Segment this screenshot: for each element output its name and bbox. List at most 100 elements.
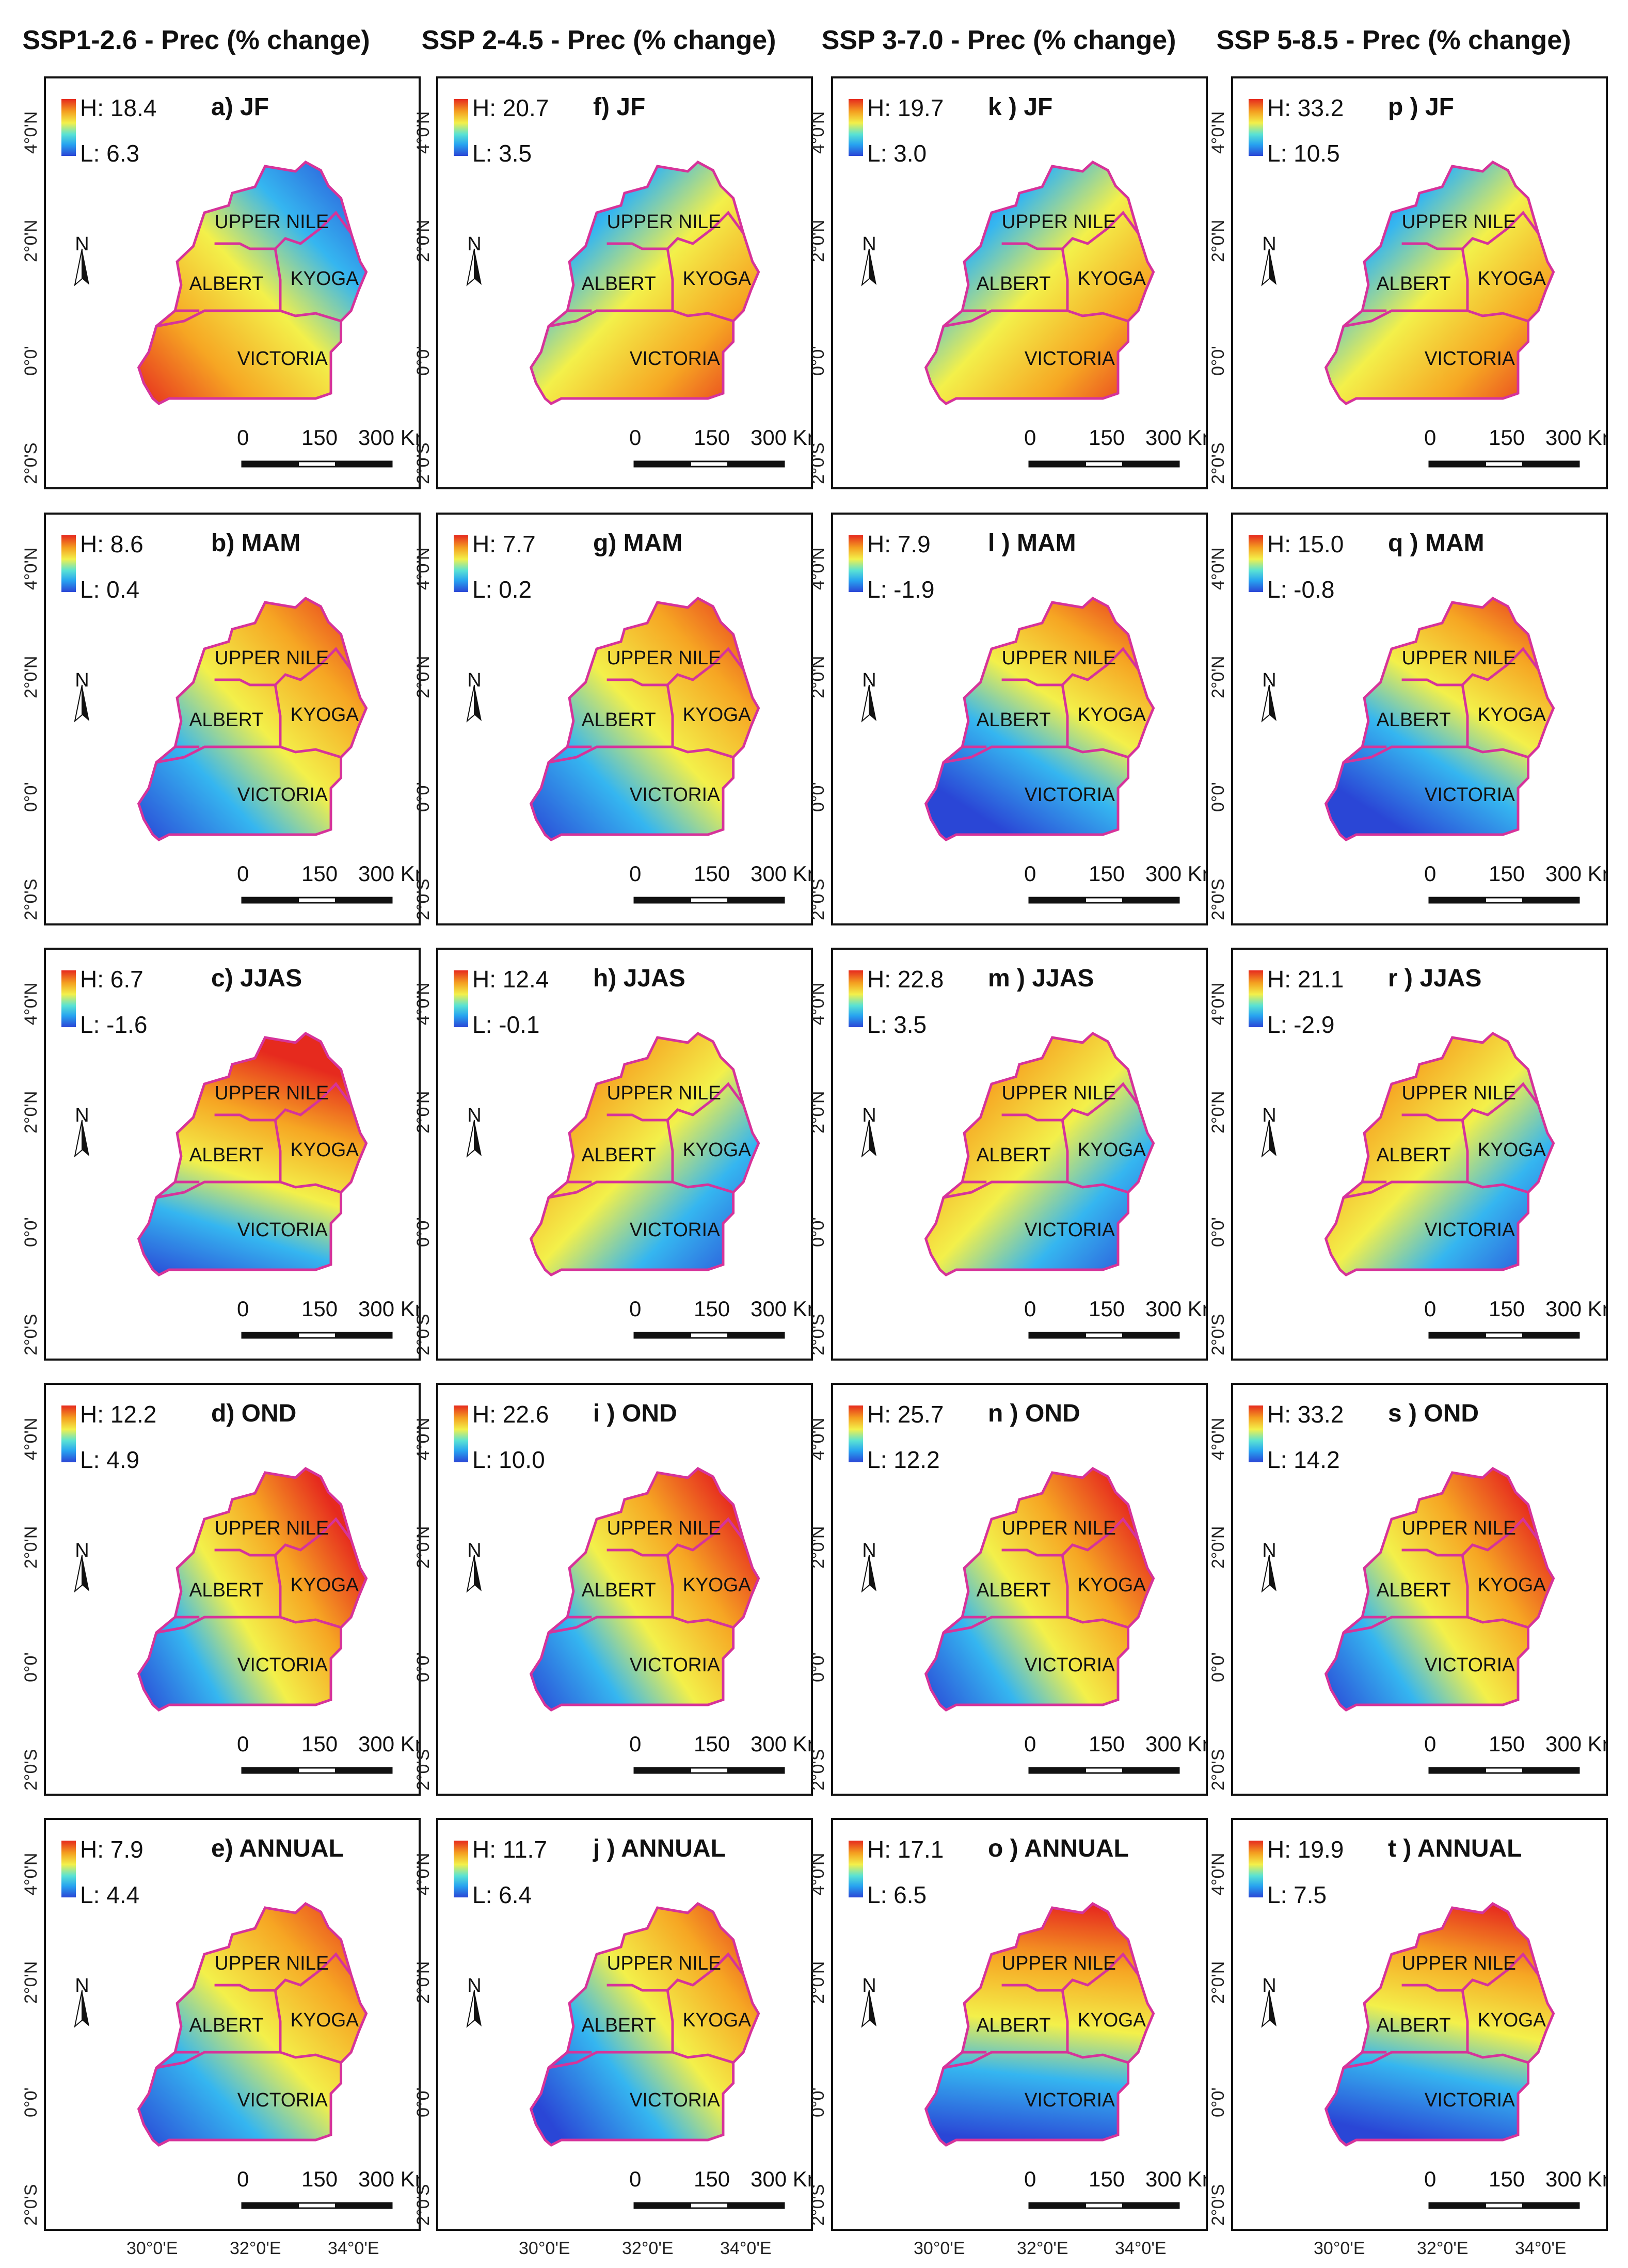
uganda-map: UPPER NILE ALBERT KYOGA VICTORIA	[466, 596, 785, 904]
scale-bar	[1428, 2202, 1580, 2209]
legend-high-value: H: 7.9	[867, 531, 931, 557]
y-tick-label: 4°0'N	[21, 1852, 41, 1895]
legend-low-value: L: 4.9	[80, 1446, 140, 1473]
region-label: UPPER NILE	[607, 1952, 721, 1974]
north-label: N	[1262, 1540, 1276, 1561]
region-boundary	[606, 647, 745, 686]
legend-low-value: L: 3.5	[867, 1011, 927, 1038]
scale-label-150: 150	[694, 1732, 730, 1756]
y-tick-label: 0°0'	[1208, 782, 1228, 812]
map-panel: UPPER NILE ALBERT KYOGA VICTORIA H: 15.0 L: -…	[1231, 513, 1608, 925]
region-label: ALBERT	[1377, 709, 1451, 730]
region-label: VICTORIA	[237, 347, 328, 369]
y-tick-label: 4°0'N	[413, 1852, 433, 1895]
region-label: VICTORIA	[630, 784, 721, 805]
scale-label-150: 150	[694, 425, 730, 450]
panel-label: r ) JJAS	[1388, 965, 1482, 992]
scale-labels: 0 150 300 Km	[1419, 425, 1606, 477]
y-tick-label: 2°0'S	[808, 1749, 828, 1791]
y-tick-label: 0°0'	[1208, 346, 1228, 376]
region-boundary	[214, 1952, 353, 1992]
scale-label-300: 300 Km	[1545, 861, 1606, 886]
legend-high-value: H: 20.7	[472, 94, 549, 121]
scale-label-300: 300 Km	[1145, 861, 1206, 886]
legend-low-value: L: 10.5	[1267, 140, 1340, 167]
y-tick-label: 2°0'S	[413, 879, 433, 920]
scale-labels: 0 150 300 Km	[232, 1732, 419, 1783]
region-boundary	[156, 1616, 281, 1634]
scale-labels: 0 150 300 Km	[1019, 2167, 1206, 2218]
map-panel: UPPER NILE ALBERT KYOGA VICTORIA H: 22.8 L: 3…	[831, 948, 1208, 1361]
y-tick-label: 2°0'N	[1208, 656, 1228, 698]
region-label: UPPER NILE	[607, 1082, 721, 1104]
y-tick-label: 0°0'	[808, 2087, 828, 2117]
map-panel: UPPER NILE ALBERT KYOGA VICTORIA H: 17.1 L: 6…	[831, 1818, 1208, 2231]
legend-low-value: L: 14.2	[1267, 1446, 1340, 1473]
country-fill	[924, 1902, 1155, 2147]
legend-high-value: H: 11.7	[472, 1836, 547, 1863]
legend-low-value: L: 7.5	[1267, 1881, 1327, 1908]
y-tick-label: 2°0'N	[808, 656, 828, 698]
uganda-map: UPPER NILE ALBERT KYOGA VICTORIA	[861, 1031, 1180, 1339]
legend-high-value: H: 22.6	[472, 1401, 549, 1428]
y-tick-label: 2°0'S	[413, 1749, 433, 1791]
country-fill	[924, 596, 1155, 841]
scale-labels: 0 150 300 Km	[1019, 1297, 1206, 1348]
north-label: N	[75, 1540, 89, 1561]
panel-label: h) JJAS	[593, 965, 685, 992]
region-label: KYOGA	[1478, 2009, 1546, 2031]
legend-high-value: H: 18.4	[80, 94, 157, 121]
region-boundary	[606, 1517, 745, 1557]
north-arrow-icon	[861, 248, 876, 286]
region-boundary	[666, 1120, 734, 1194]
color-legend-bar	[454, 99, 468, 156]
region-boundary	[274, 684, 342, 759]
y-tick-label: 2°0'N	[413, 219, 433, 262]
y-tick-label: 2°0'N	[413, 1526, 433, 1569]
color-legend-bar	[61, 1405, 76, 1462]
y-tick-label: 2°0'S	[1208, 1749, 1228, 1791]
region-label: ALBERT	[977, 1579, 1051, 1601]
region-label: VICTORIA	[630, 1219, 721, 1240]
region-boundary	[1061, 248, 1129, 323]
y-tick-label: 0°0'	[21, 1217, 41, 1247]
country-fill	[529, 160, 760, 405]
y-tick-label: 2°0'S	[808, 2184, 828, 2226]
region-boundary	[1401, 647, 1540, 686]
region-label: ALBERT	[1377, 1144, 1451, 1165]
region-label: UPPER NILE	[1402, 647, 1516, 668]
color-legend-bar	[61, 99, 76, 156]
region-boundary	[214, 211, 353, 250]
region-boundary	[943, 1616, 1068, 1634]
y-tick-label: 2°0'S	[1208, 442, 1228, 484]
y-tick-label: 4°0'N	[1208, 982, 1228, 1025]
region-boundary	[274, 1990, 342, 2064]
y-tick-label: 2°0'S	[21, 1314, 41, 1355]
scale-label-0: 0	[1024, 861, 1036, 886]
y-tick-label: 4°0'N	[413, 1417, 433, 1460]
scale-label-150: 150	[1089, 861, 1125, 886]
region-label: KYOGA	[683, 267, 752, 289]
region-boundary	[1343, 745, 1468, 764]
scale-label-0: 0	[237, 1297, 249, 1321]
region-label: UPPER NILE	[1402, 1517, 1516, 1539]
north-arrow-icon	[861, 1990, 876, 2028]
panel-label: b) MAM	[211, 530, 301, 557]
y-tick-label: 4°0'N	[808, 1417, 828, 1460]
y-tick-label: 0°0'	[808, 1217, 828, 1247]
region-boundary	[1461, 684, 1529, 759]
region-boundary	[606, 211, 745, 250]
region-label: VICTORIA	[1025, 347, 1115, 369]
region-label: KYOGA	[1478, 1139, 1546, 1160]
map-panel: UPPER NILE ALBERT KYOGA VICTORIA H: 21.1 L: -…	[1231, 948, 1608, 1361]
north-label: N	[1262, 1105, 1276, 1126]
region-boundary	[1343, 1180, 1468, 1199]
north-arrow-icon	[861, 1555, 876, 1593]
scale-label-300: 300 Km	[1545, 2167, 1606, 2191]
y-tick-label: 2°0'N	[413, 656, 433, 698]
y-tick-label: 0°0'	[21, 346, 41, 376]
x-tick-label: 32°0'E	[230, 2239, 281, 2258]
y-tick-label: 2°0'S	[1208, 879, 1228, 920]
legend-high-value: H: 12.2	[80, 1401, 157, 1428]
region-label: VICTORIA	[237, 2089, 328, 2111]
